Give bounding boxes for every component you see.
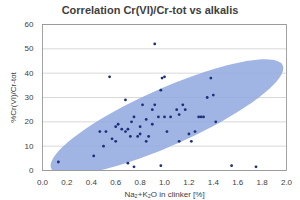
svg-text:0.2: 0.2 [61,178,73,187]
svg-text:30: 30 [25,93,34,102]
html-text:Correlation Cr(VI)/Cr-tot vs a: Correlation Cr(VI)/Cr-tot vs alkalis [61,4,239,16]
svg-text:10: 10 [25,142,34,151]
svg-text:0.6: 0.6 [110,178,122,187]
svg-text:40: 40 [25,69,34,78]
svg-text:2.0: 2.0 [281,178,293,187]
svg-text:1.2: 1.2 [183,178,195,187]
svg-text:0.4: 0.4 [86,178,98,187]
svg-text:1.0: 1.0 [159,178,171,187]
svg-text:1.6: 1.6 [232,178,244,187]
svg-text:0.8: 0.8 [135,178,147,187]
svg-text:0.0: 0.0 [37,178,49,187]
svg-text:60: 60 [25,20,34,29]
svg-text:Na₂+K₂O in clinker [%]: Na₂+K₂O in clinker [%] [124,190,204,199]
svg-text:20: 20 [25,117,34,126]
svg-text:1.8: 1.8 [257,178,269,187]
svg-text:50: 50 [25,44,34,53]
svg-text:%Cr(VI)/Cr-tot: %Cr(VI)/Cr-tot [9,71,18,122]
svg-text:0: 0 [29,166,34,175]
svg-text:1.4: 1.4 [208,178,220,187]
